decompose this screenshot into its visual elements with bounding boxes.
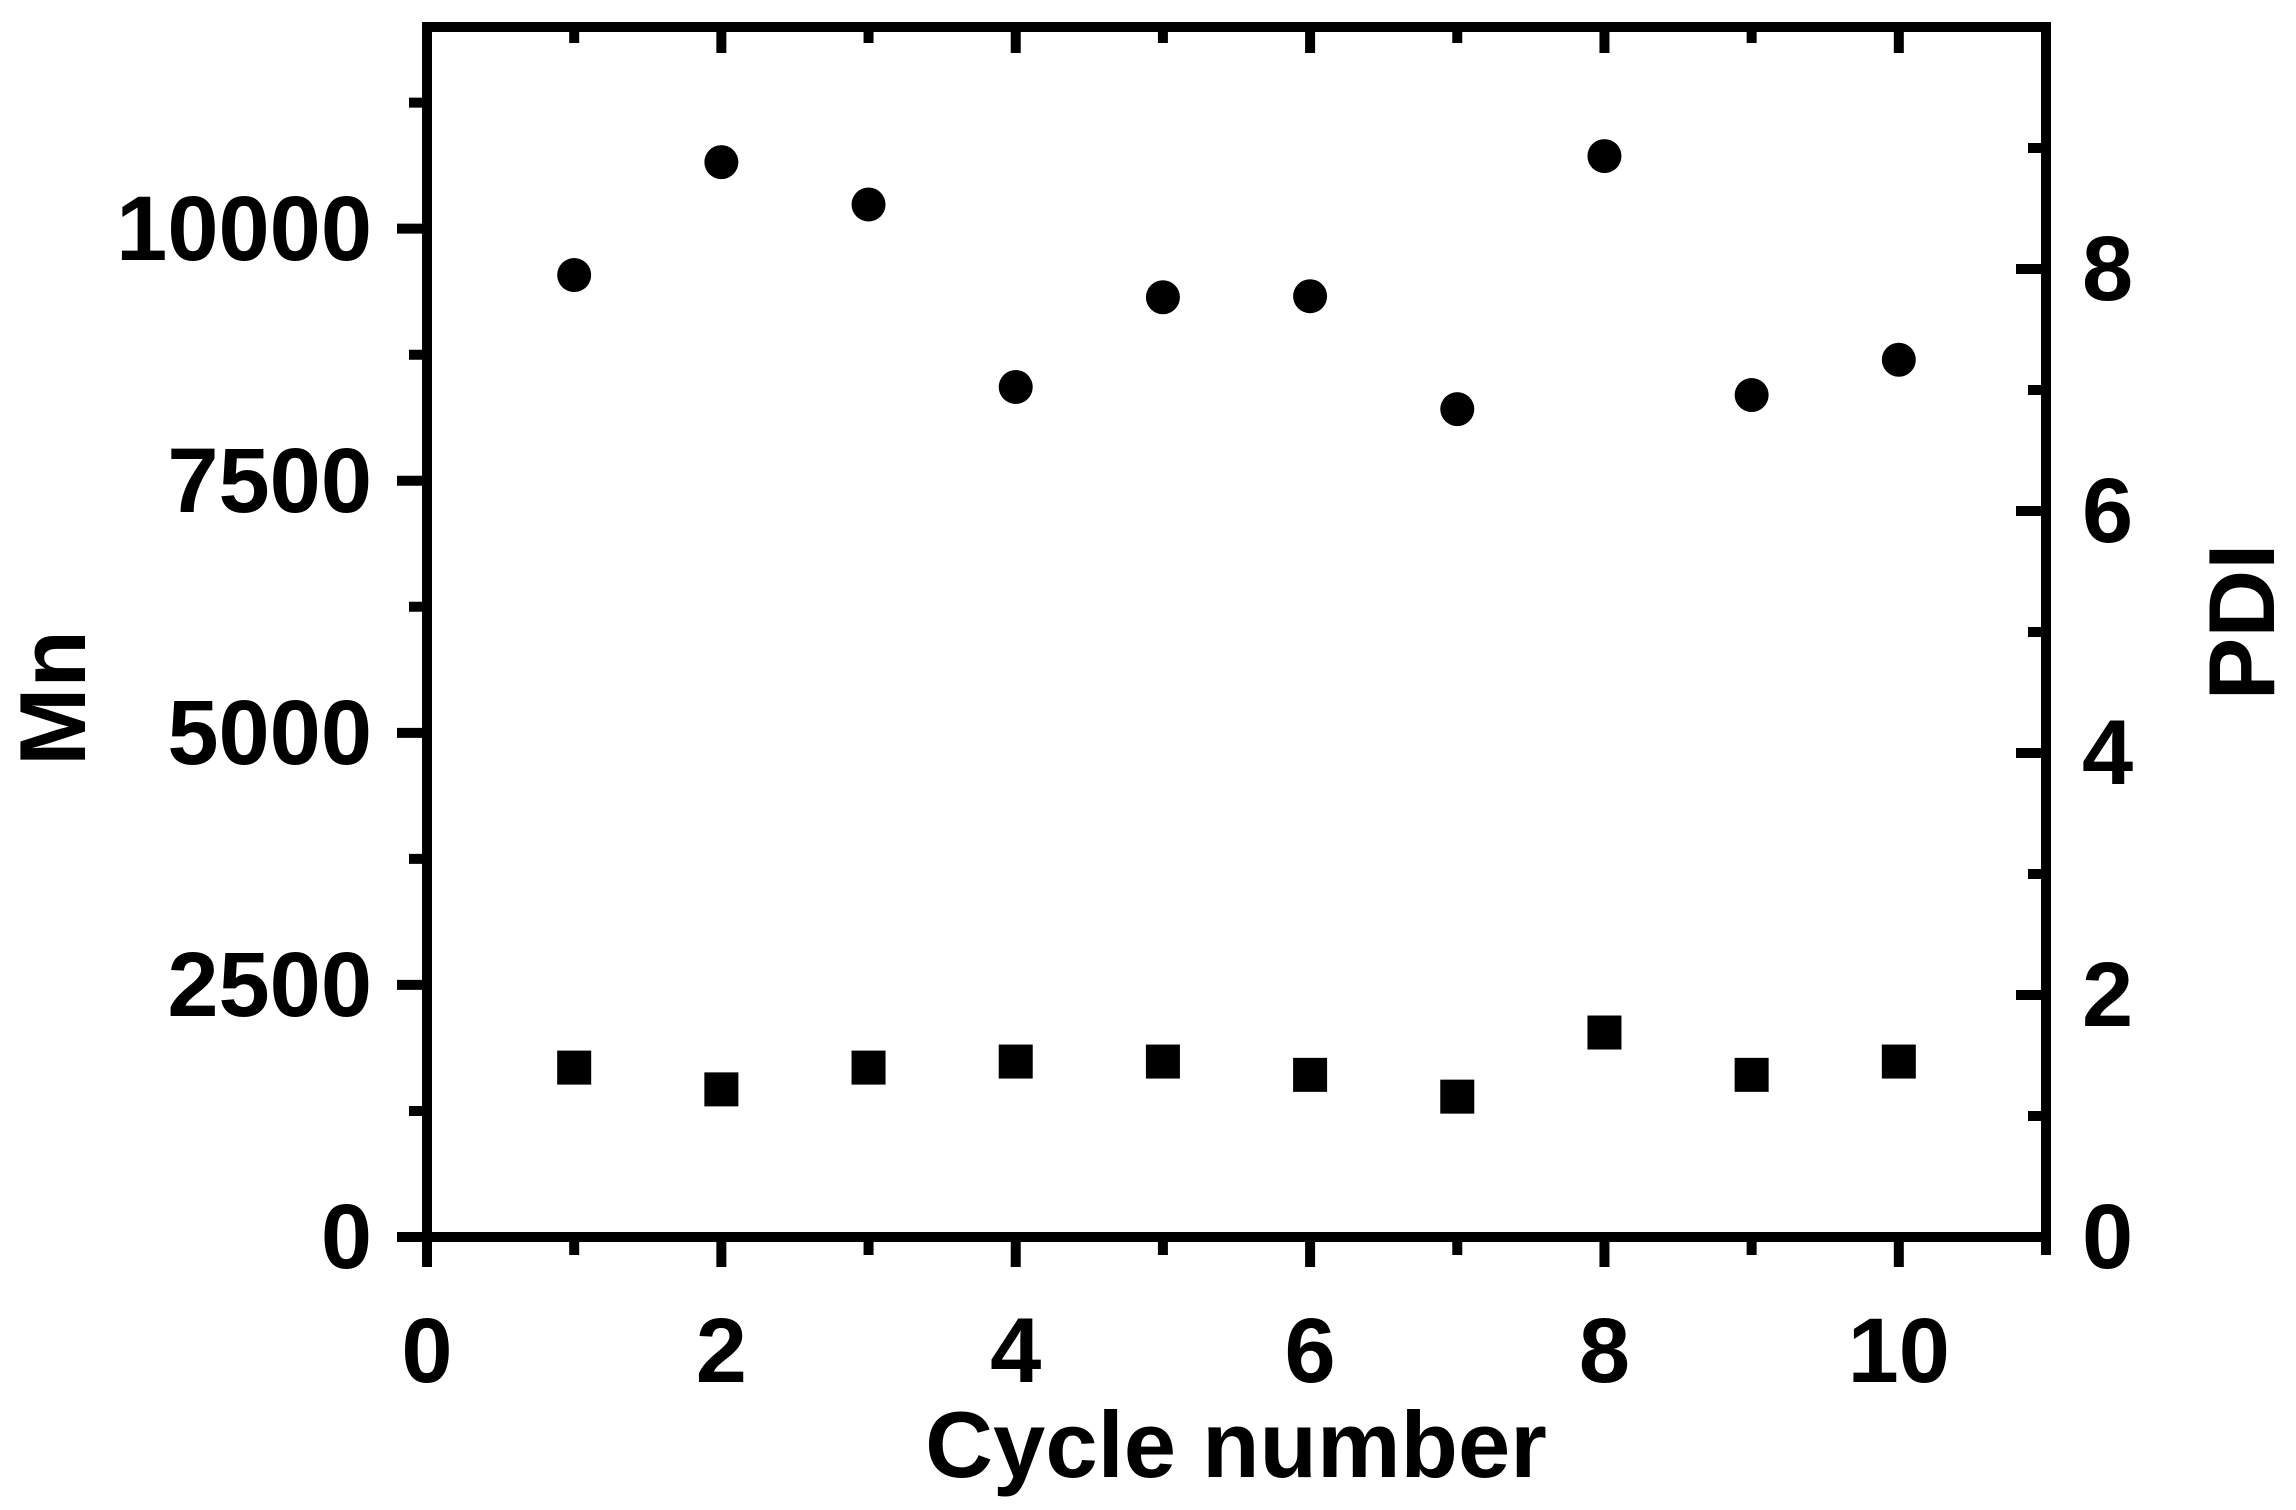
pdi-data-point-square [1587, 1015, 1622, 1050]
pdi-data-point-square [851, 1050, 886, 1085]
x-tick-label: 8 [1578, 1300, 1631, 1402]
y-left-tick-label: 0 [320, 1186, 372, 1288]
y-left-tick-label: 7500 [167, 429, 372, 532]
y-right-tick-label: 6 [2082, 460, 2134, 562]
pdi-data-point-square [1440, 1079, 1475, 1114]
x-tick-label: 2 [695, 1300, 747, 1402]
mn-data-point-circle [1293, 279, 1328, 314]
x-tick-label: 4 [990, 1300, 1042, 1402]
plot-frame [422, 22, 2051, 1242]
x-tick-label: 6 [1284, 1300, 1336, 1402]
y-right-tick-label: 4 [2082, 702, 2134, 804]
mn-data-point-circle [1881, 342, 1916, 377]
x-tick-label: 0 [401, 1300, 453, 1402]
y-right-tick-label: 2 [2082, 944, 2134, 1046]
y-left-tick-label: 2500 [167, 933, 372, 1036]
mn-data-point-circle [1587, 139, 1622, 174]
mn-data-point-circle [704, 145, 739, 180]
y-axis-title-left: Mn [0, 630, 105, 766]
mn-data-point-circle [557, 258, 592, 293]
y-axis-title-right: PDI [2189, 543, 2294, 701]
pdi-data-point-square [1293, 1057, 1328, 1092]
mn-data-point-circle [851, 187, 886, 222]
mn-data-point-circle [1440, 392, 1475, 427]
pdi-data-point-square [557, 1050, 592, 1085]
y-right-tick-label: 8 [2082, 218, 2134, 320]
y-right-tick-label: 0 [2082, 1186, 2134, 1288]
pdi-data-point-square [1734, 1057, 1769, 1092]
y-left-tick-label: 10000 [116, 177, 372, 280]
mn-data-point-circle [998, 369, 1033, 404]
pdi-data-point-square [704, 1072, 739, 1107]
x-tick-label: 10 [1847, 1300, 1950, 1402]
mn-data-point-circle [1734, 378, 1769, 413]
x-axis-title: Cycle number [925, 1392, 1547, 1497]
mn-data-point-circle [1145, 280, 1180, 315]
pdi-data-point-square [1881, 1044, 1916, 1079]
pdi-data-point-square [998, 1044, 1033, 1079]
y-left-tick-label: 5000 [167, 681, 372, 784]
pdi-data-point-square [1145, 1044, 1180, 1079]
